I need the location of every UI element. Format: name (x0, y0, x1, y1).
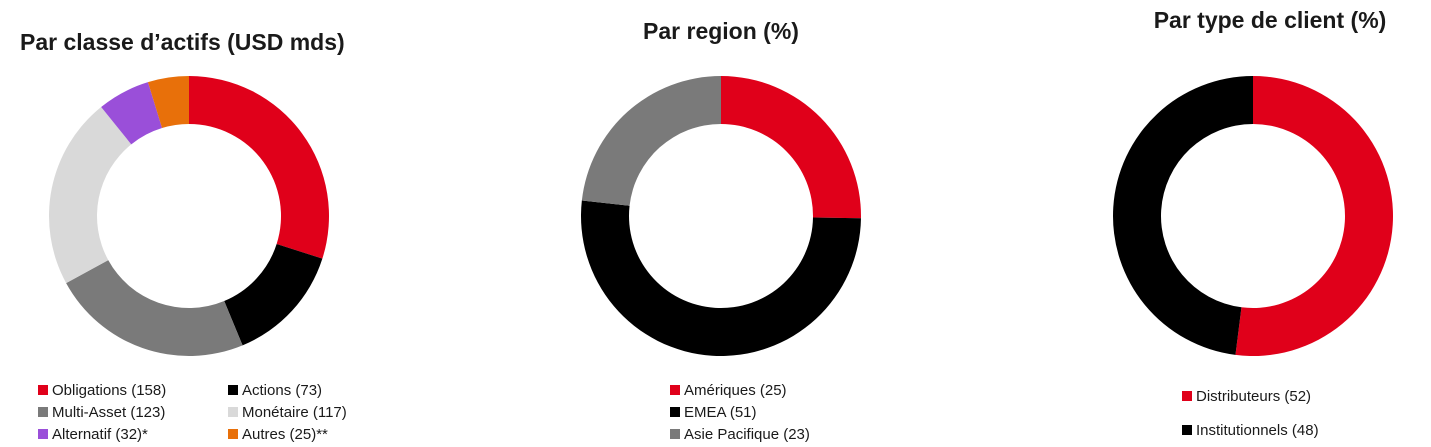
legend-label: Institutionnels (48) (1196, 422, 1319, 439)
legend-label: Monétaire (117) (242, 404, 347, 421)
legend-swatch (38, 429, 48, 439)
donut-segment (1235, 76, 1393, 356)
chart-title: Par region (%) (643, 18, 799, 44)
chart-title: Par classe d’actifs (USD mds) (20, 29, 345, 55)
legend-swatch (670, 407, 680, 417)
legend-swatch (670, 385, 680, 395)
donut-segment (48, 106, 132, 284)
legend-label: Asie Pacifique (23) (684, 426, 810, 443)
donut-segment (581, 76, 721, 206)
legend-label: Actions (73) (242, 382, 322, 399)
legend-swatch (670, 429, 680, 439)
legend-swatch (38, 407, 48, 417)
legend-label: EMEA (51) (684, 404, 757, 421)
legend-swatch (1182, 425, 1192, 435)
legend-label: Obligations (158) (52, 382, 166, 399)
legend-swatch (38, 385, 48, 395)
donut-segment (581, 200, 861, 356)
legend-swatch (228, 407, 238, 417)
donut-segment (101, 82, 163, 145)
legend-label: Amériques (25) (684, 382, 787, 399)
donut-segment (224, 244, 323, 346)
legend-label: Alternatif (32)* (52, 426, 148, 443)
donut-segment (189, 76, 329, 259)
chart-title: Par type de client (%) (1154, 7, 1387, 33)
donut-segment (721, 76, 861, 219)
donut-segment (1112, 76, 1253, 355)
donut-segment (147, 76, 189, 129)
legend-label: Autres (25)** (242, 426, 328, 443)
legend-swatch (228, 429, 238, 439)
legend-swatch (228, 385, 238, 395)
donut-segment (66, 260, 243, 356)
legend-swatch (1182, 391, 1192, 401)
legend-label: Multi-Asset (123) (52, 404, 165, 421)
legend-label: Distributeurs (52) (1196, 388, 1311, 405)
